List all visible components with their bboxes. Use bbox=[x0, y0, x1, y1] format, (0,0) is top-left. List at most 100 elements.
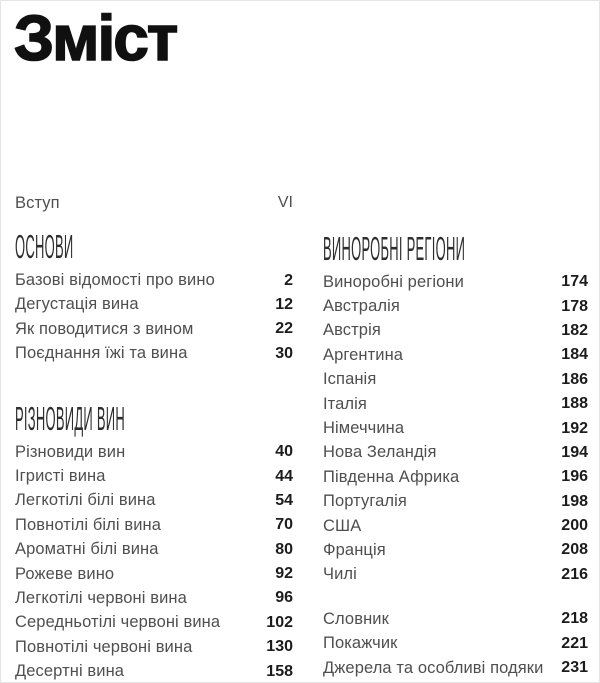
toc-entry-label: Базові відомості про вино bbox=[15, 271, 215, 290]
toc-entry-label: Поєднання їжі та вина bbox=[15, 344, 188, 363]
toc-entry-label: Південна Африка bbox=[323, 467, 460, 486]
toc-entry-label: Вступ bbox=[15, 193, 60, 212]
toc-entry-page: 2 bbox=[284, 271, 293, 289]
toc-entry: Нова Зеландія 194 bbox=[323, 441, 588, 465]
left-column: Вступ VI ОСНОВИ Базові відомості про вин… bbox=[15, 191, 293, 682]
toc-entry: Легкотілі білі вина 54 bbox=[15, 489, 293, 513]
toc-entry: Базові відомості про вино 2 bbox=[15, 268, 293, 292]
toc-entry: Аргентина 184 bbox=[323, 343, 588, 367]
toc-entry-label: Джерела та особливі подяки bbox=[323, 658, 544, 677]
toc-entry: Франція 208 bbox=[323, 538, 588, 562]
toc-entry-label: Німеччина bbox=[323, 419, 405, 438]
toc-entry-label: Легкотілі білі вина bbox=[15, 491, 156, 510]
right-column: ВИНОРОБНІ РЕГІОНИ Виноробні регіони 174 … bbox=[323, 191, 588, 680]
toc-entry-label: Рожеве вино bbox=[15, 564, 115, 583]
toc-entry-page: 54 bbox=[275, 491, 293, 509]
toc-entry-page: 130 bbox=[266, 638, 293, 656]
toc-entry-page: 198 bbox=[561, 492, 588, 510]
toc-entry-label: Середньотілі червоні вина bbox=[15, 613, 221, 632]
toc-entry: Поєднання їжі та вина 30 bbox=[15, 342, 293, 366]
toc-entry: Ароматні білі вина 80 bbox=[15, 538, 293, 562]
toc-entry: Португалія 198 bbox=[323, 490, 588, 514]
toc-entry-page: 178 bbox=[561, 297, 588, 315]
toc-entry: Іспанія 186 bbox=[323, 368, 588, 392]
toc-entry-label: Австралія bbox=[323, 297, 400, 316]
toc-entry-label: Нова Зеландія bbox=[323, 443, 437, 462]
toc-entry: Джерела та особливі подяки 231 bbox=[323, 656, 588, 680]
toc-entry-page: 44 bbox=[275, 467, 293, 485]
toc-entry-label: Португалія bbox=[323, 492, 407, 511]
toc-entry-label: Виноробні регіони bbox=[323, 272, 464, 291]
toc-entry-label: Повнотілі білі вина bbox=[15, 515, 161, 534]
toc-entry-page: 200 bbox=[561, 517, 588, 535]
toc-entry-page: 194 bbox=[561, 443, 588, 461]
section-heading: ВИНОРОБНІ РЕГІОНИ bbox=[323, 231, 466, 269]
toc-entry-page: 158 bbox=[266, 662, 293, 680]
section-heading: ОСНОВИ bbox=[15, 229, 74, 267]
section-heading-wrap: РІЗНОВИДИ ВИН bbox=[15, 403, 293, 437]
toc-entry: Як поводитися з вином 22 bbox=[15, 317, 293, 341]
backmatter-section: Словник 218 Покажчик 221 Джерела та особ… bbox=[323, 607, 588, 680]
toc-entry-label: Десертні вина bbox=[15, 662, 125, 681]
toc-entry: Рожеве вино 92 bbox=[15, 562, 293, 586]
toc-entry-page: 96 bbox=[275, 589, 293, 607]
toc-entry-label: Чилі bbox=[323, 565, 357, 584]
toc-entry-label: Австрія bbox=[323, 321, 381, 340]
toc-entry: Покажчик 221 bbox=[323, 631, 588, 655]
toc-entry: Десертні вина 158 bbox=[15, 659, 293, 682]
toc-entry-label: Як поводитися з вином bbox=[15, 319, 194, 338]
toc-entry-page: 184 bbox=[561, 346, 588, 364]
toc-entry-label: Різновиди вин bbox=[15, 442, 126, 461]
toc-entry-page: 218 bbox=[561, 610, 588, 628]
toc-entry: Вступ VI bbox=[15, 191, 293, 215]
toc-entry-page: 92 bbox=[275, 565, 293, 583]
toc-entry: Різновиди вин 40 bbox=[15, 440, 293, 464]
toc-entry-page: 196 bbox=[561, 468, 588, 486]
section-heading: РІЗНОВИДИ ВИН bbox=[15, 401, 125, 439]
toc-entry-page: 174 bbox=[561, 273, 588, 291]
toc-entry: Південна Африка 196 bbox=[323, 465, 588, 489]
toc-entry-label: Ароматні білі вина bbox=[15, 540, 159, 559]
toc-entry-page: 192 bbox=[561, 419, 588, 437]
toc-entry-label: Аргентина bbox=[323, 345, 404, 364]
toc-entry: Повнотілі білі вина 70 bbox=[15, 513, 293, 537]
toc-entry-page: 186 bbox=[561, 370, 588, 388]
toc-entry: Австралія 178 bbox=[323, 294, 588, 318]
toc-entry-page: 102 bbox=[266, 613, 293, 631]
toc-entry-label: Дегустація вина bbox=[15, 295, 139, 314]
toc-entry-label: Легкотілі червоні вина bbox=[15, 588, 187, 607]
toc-entry: Австрія 182 bbox=[323, 319, 588, 343]
toc-entry: Виноробні регіони 174 bbox=[323, 270, 588, 294]
toc-entry: Німеччина 192 bbox=[323, 416, 588, 440]
toc-entry-page: 216 bbox=[561, 565, 588, 583]
toc-entry: Легкотілі червоні вина 96 bbox=[15, 586, 293, 610]
toc-entry: Середньотілі червоні вина 102 bbox=[15, 611, 293, 635]
toc-entry: Чилі 216 bbox=[323, 563, 588, 587]
toc-entry-page: 70 bbox=[275, 516, 293, 534]
toc-entry-label: Словник bbox=[323, 609, 389, 628]
toc-entry-label: Покажчик bbox=[323, 634, 398, 653]
section-heading-wrap: ОСНОВИ bbox=[15, 232, 293, 265]
toc-entry-label: Іспанія bbox=[323, 370, 377, 389]
toc-entry: Повнотілі червоні вина 130 bbox=[15, 635, 293, 659]
toc-entry-label: Італія bbox=[323, 394, 367, 413]
toc-entry-page: 188 bbox=[561, 395, 588, 413]
toc-entry-label: Ігристі вина bbox=[15, 467, 106, 486]
toc-entry-page: 80 bbox=[275, 540, 293, 558]
toc-entry-page: 231 bbox=[561, 659, 588, 677]
toc-entry-page: 22 bbox=[275, 320, 293, 338]
toc-entry: Італія 188 bbox=[323, 392, 588, 416]
section-heading-wrap: ВИНОРОБНІ РЕГІОНИ bbox=[323, 233, 588, 267]
page-title: Зміст bbox=[13, 1, 179, 75]
toc-entry: Дегустація вина 12 bbox=[15, 293, 293, 317]
toc-entry-page: 208 bbox=[561, 541, 588, 559]
toc-entry-page: VI bbox=[277, 194, 293, 212]
toc-entry: США 200 bbox=[323, 514, 588, 538]
toc-entry-page: 12 bbox=[275, 295, 293, 313]
toc-entry-page: 40 bbox=[275, 443, 293, 461]
toc-entry-label: Франція bbox=[323, 540, 386, 559]
toc-entry-label: США bbox=[323, 516, 362, 535]
toc-entry: Словник 218 bbox=[323, 607, 588, 631]
toc-entry-label: Повнотілі червоні вина bbox=[15, 637, 193, 656]
